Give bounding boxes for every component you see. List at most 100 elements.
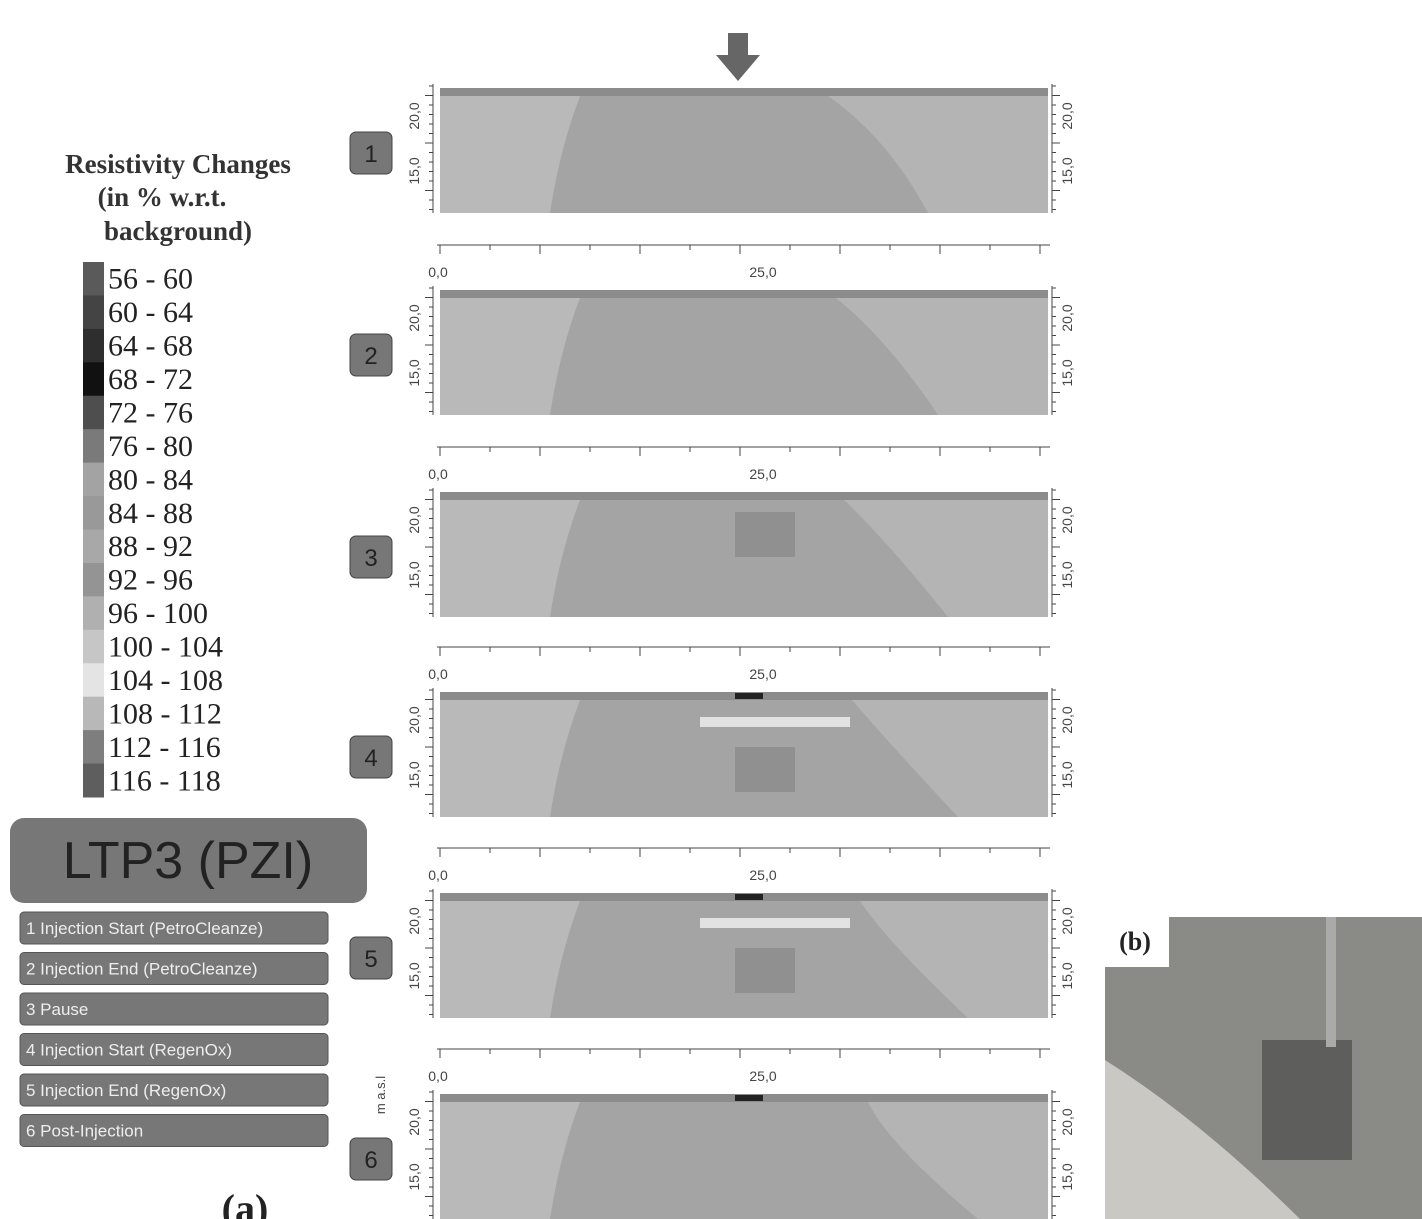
step-label: 6 Post-Injection [26,1122,143,1141]
y-tick-label: 15,0 [406,962,422,989]
y-tick-label: 20,0 [406,706,422,733]
x-tick-label: 25,0 [749,1068,776,1084]
legend-swatch [83,663,104,697]
panel-number: 6 [364,1147,377,1174]
legend-swatch [83,362,104,396]
section-anomaly [735,894,763,900]
x-tick-label: 0,0 [428,867,448,883]
y-tick-label: 20,0 [1059,102,1075,129]
y-tick-label: 20,0 [406,102,422,129]
legend-label: 68 - 72 [108,363,193,396]
legend-label: 96 - 100 [108,597,208,630]
section-anomaly [700,918,850,928]
legend-swatch [83,463,104,497]
legend-swatch [83,563,104,597]
legend-swatch [83,697,104,731]
section-top [440,88,1048,96]
panel-number: 5 [364,946,377,973]
y-axis-label: m a.s.l [373,1076,388,1114]
legend-title: background) [104,216,252,246]
site-label: LTP3 (PZI) [63,832,313,890]
y-tick-label: 20,0 [1059,907,1075,934]
y-tick-label: 20,0 [1059,1108,1075,1135]
photo [1326,917,1336,1047]
y-tick-label: 15,0 [1059,561,1075,588]
panel-number: 4 [364,745,377,772]
legend-label: 88 - 92 [108,530,193,563]
step-label: 5 Injection End (RegenOx) [26,1081,226,1100]
legend-swatch [83,429,104,463]
legend-swatch [83,496,104,530]
legend-swatch [83,764,104,798]
y-tick-label: 20,0 [406,506,422,533]
y-tick-label: 15,0 [406,761,422,788]
legend-title: Resistivity Changes [65,149,291,179]
legend-label: 104 - 108 [108,664,223,697]
legend-title: (in % w.r.t. [98,182,227,212]
x-tick-label: 0,0 [428,264,448,280]
panel-number: 3 [364,545,377,572]
section-anomaly [735,1095,763,1101]
y-tick-label: 15,0 [406,157,422,184]
y-tick-label: 15,0 [1059,761,1075,788]
y-tick-label: 20,0 [1059,304,1075,331]
y-tick-label: 15,0 [406,561,422,588]
legend-swatch [83,730,104,764]
legend-label: 92 - 96 [108,564,193,597]
y-tick-label: 15,0 [406,1163,422,1190]
legend-label: 76 - 80 [108,430,193,463]
y-tick-label: 20,0 [406,1108,422,1135]
section-anomaly [735,948,795,993]
section-anomaly [700,717,850,727]
section-anomaly [735,747,795,792]
legend-label: 84 - 88 [108,497,193,530]
legend-label: 100 - 104 [108,631,223,664]
section-top [440,492,1048,500]
y-tick-label: 15,0 [406,359,422,386]
legend-label: 108 - 112 [108,697,222,730]
step-label: 3 Pause [26,1000,88,1019]
legend-label: 56 - 60 [108,263,193,296]
figure: Resistivity Changes (in % w.r.t. backgro… [0,0,1422,1219]
photo [1262,1040,1352,1160]
y-tick-label: 20,0 [1059,506,1075,533]
legend-swatch [83,596,104,630]
legend-label: 64 - 68 [108,330,193,363]
y-tick-label: 15,0 [1059,1163,1075,1190]
panel-label: (a) [222,1186,269,1219]
x-tick-label: 25,0 [749,867,776,883]
legend-label: 60 - 64 [108,296,193,329]
legend-swatch [83,530,104,564]
step-label: 4 Injection Start (RegenOx) [26,1041,232,1060]
y-tick-label: 20,0 [406,907,422,934]
legend-label: 116 - 118 [108,764,221,797]
legend-swatch [83,329,104,363]
injection-arrow [716,33,760,81]
panel-number: 2 [364,343,377,370]
y-tick-label: 20,0 [1059,706,1075,733]
legend-label: 112 - 116 [108,731,221,764]
y-tick-label: 20,0 [406,304,422,331]
x-tick-label: 0,0 [428,666,448,682]
section-top [440,290,1048,298]
step-label: 1 Injection Start (PetroCleanze) [26,919,263,938]
step-label: 2 Injection End (PetroCleanze) [26,960,258,979]
x-tick-label: 0,0 [428,1068,448,1084]
legend-label: 80 - 84 [108,463,193,496]
legend-swatch [83,630,104,664]
x-tick-label: 25,0 [749,466,776,482]
x-tick-label: 25,0 [749,264,776,280]
panel-number: 1 [364,141,377,168]
panel-label: (b) [1119,927,1151,956]
y-tick-label: 15,0 [1059,359,1075,386]
legend-swatch [83,396,104,430]
section-anomaly [735,693,763,699]
y-tick-label: 15,0 [1059,962,1075,989]
legend-swatch [83,295,104,329]
x-tick-label: 0,0 [428,466,448,482]
legend-label: 72 - 76 [108,396,193,429]
legend-swatch [83,262,104,296]
y-tick-label: 15,0 [1059,157,1075,184]
section-anomaly [735,512,795,557]
x-tick-label: 25,0 [749,666,776,682]
